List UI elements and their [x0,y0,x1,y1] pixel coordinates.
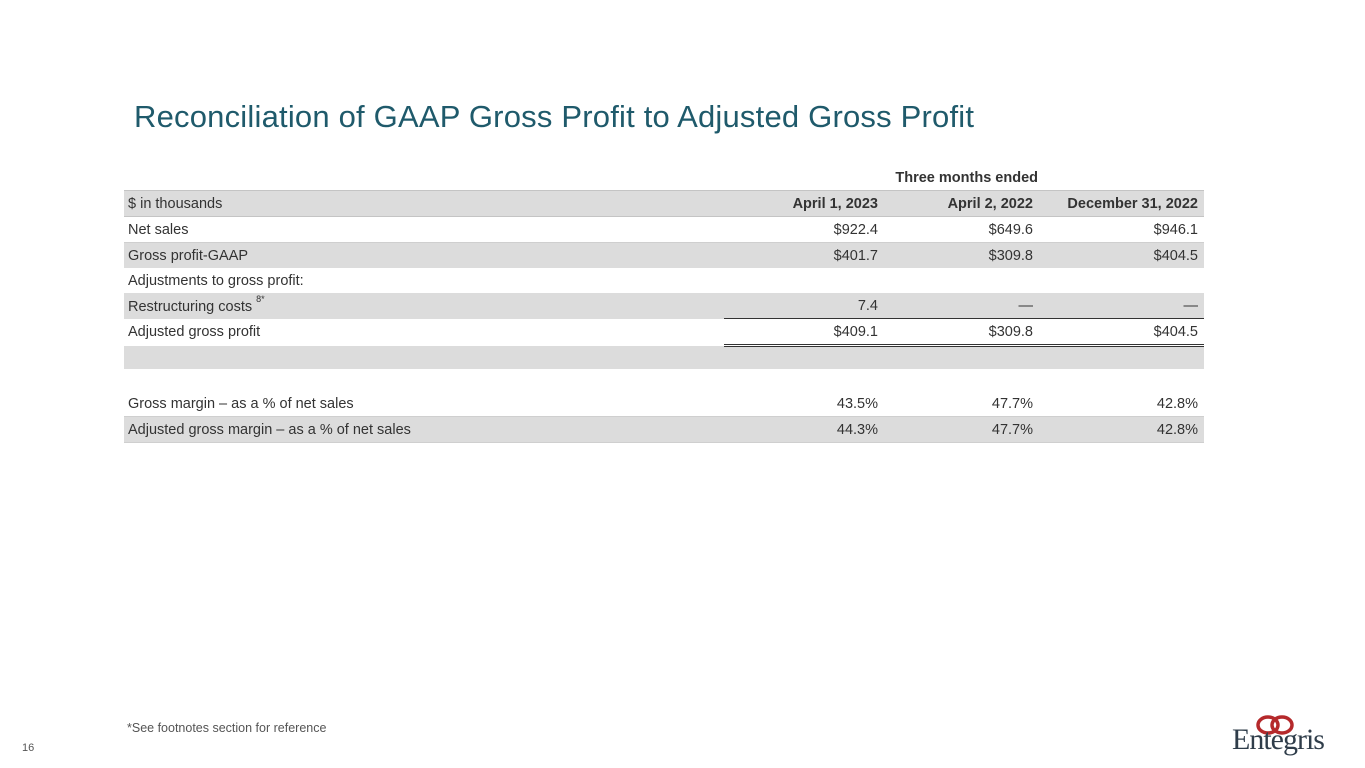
column-header: December 31, 2022 [1039,190,1204,217]
row-label: Adjusted gross profit [128,324,261,340]
cell-value: $309.8 [884,242,1039,268]
row-label: Adjusted gross margin – as a % of net sa… [124,416,724,443]
cell-value: 44.3% [724,416,884,443]
footnote-marker: 8* [256,293,265,304]
cell-value: $922.4 [724,216,884,243]
table-gap-row [124,369,1204,391]
cell-value: $404.5 [1039,318,1204,346]
cell-value: $946.1 [1039,216,1204,243]
cell-value: $409.1 [724,318,884,346]
company-logo: Entegris [1232,715,1344,756]
cell-value: $649.6 [884,216,1039,243]
row-label: Gross profit-GAAP [124,242,724,268]
logo-wordmark: Entegris [1232,723,1325,756]
row-label: Gross margin – as a % of net sales [124,391,724,417]
row-label: Net sales [124,216,724,243]
table-row-adjusted-gross-margin: Adjusted gross margin – as a % of net sa… [124,416,1204,443]
cell-value: $309.8 [884,318,1039,346]
column-header: April 2, 2022 [884,190,1039,217]
reconciliation-table-container: Three months ended $ in thousands April … [124,165,1204,443]
table-spacer-row [124,344,1204,369]
cell-value: $404.5 [1039,242,1204,268]
table-row-gross-profit-gaap: Gross profit-GAAP $401.7 $309.8 $404.5 [124,242,1204,268]
page-number: 16 [22,742,35,754]
cell-value: 42.8% [1039,391,1204,417]
table-row-adjusted-gross-profit: Adjusted gross profit $409.1 $309.8 $404… [124,318,1204,346]
cell-value: 43.5% [724,391,884,417]
table-row-restructuring-costs: Restructuring costs 8* 7.4 — — [124,293,1204,319]
column-header: April 1, 2023 [724,190,884,217]
footnote: *See footnotes section for reference [127,721,327,735]
cell-value: 47.7% [884,416,1039,443]
page-title: Reconciliation of GAAP Gross Profit to A… [134,98,975,134]
row-label: Adjustments to gross profit: [128,272,304,289]
table-row-net-sales: Net sales $922.4 $649.6 $946.1 [124,216,1204,243]
group-header-label: Three months ended [724,165,1204,191]
cell-value: — [1039,293,1204,319]
table-group-header-row: Three months ended [124,165,1204,191]
table-row-adjustments: Adjustments to gross profit: [124,268,1204,293]
table-row-gross-margin: Gross margin – as a % of net sales 43.5%… [124,391,1204,417]
row-label: Restructuring costs [128,298,253,315]
cell-value: — [884,293,1039,319]
cell-value: 47.7% [884,391,1039,417]
table-header-row: $ in thousands April 1, 2023 April 2, 20… [124,190,1204,217]
cell-value: 42.8% [1039,416,1204,443]
entegris-rings-icon [1256,715,1294,735]
cell-value: $401.7 [724,242,884,268]
reconciliation-table: Three months ended $ in thousands April … [124,165,1204,443]
cell-value: 7.4 [724,293,884,319]
unit-label: $ in thousands [124,190,724,217]
